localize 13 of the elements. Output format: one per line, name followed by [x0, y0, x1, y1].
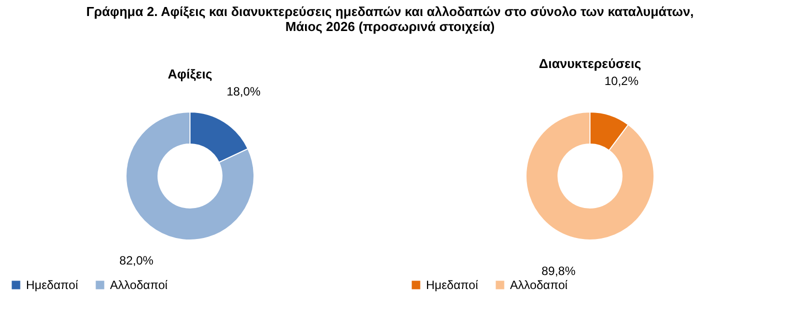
text: Γράφημα 2. Αφίξεις και διανυκτερεύσεις ημεδαπών και αλλοδαπών στο σύνολο των καταλυμάτων, Μάιος 2026 (προσωρινά στοιχεία)	[86, 4, 694, 34]
data-label: 89,8%	[541, 264, 576, 278]
donut-slice	[526, 112, 654, 240]
legend-label: Ημεδαποί	[426, 278, 478, 292]
donut-slice	[126, 112, 254, 240]
chart-subtitle: Αφίξεις	[168, 66, 213, 82]
chart-title: Διανυκτερεύσεις	[538, 56, 642, 72]
data-label: 82,0%	[119, 253, 154, 268]
legend-label: Αλλοδαποί	[510, 278, 568, 292]
legend-label: Ημεδαποί	[26, 278, 78, 292]
data-label: 18,0%	[226, 84, 261, 99]
data-label: 10,2%	[604, 74, 639, 88]
legend-label: Αλλοδαποί	[110, 278, 168, 292]
